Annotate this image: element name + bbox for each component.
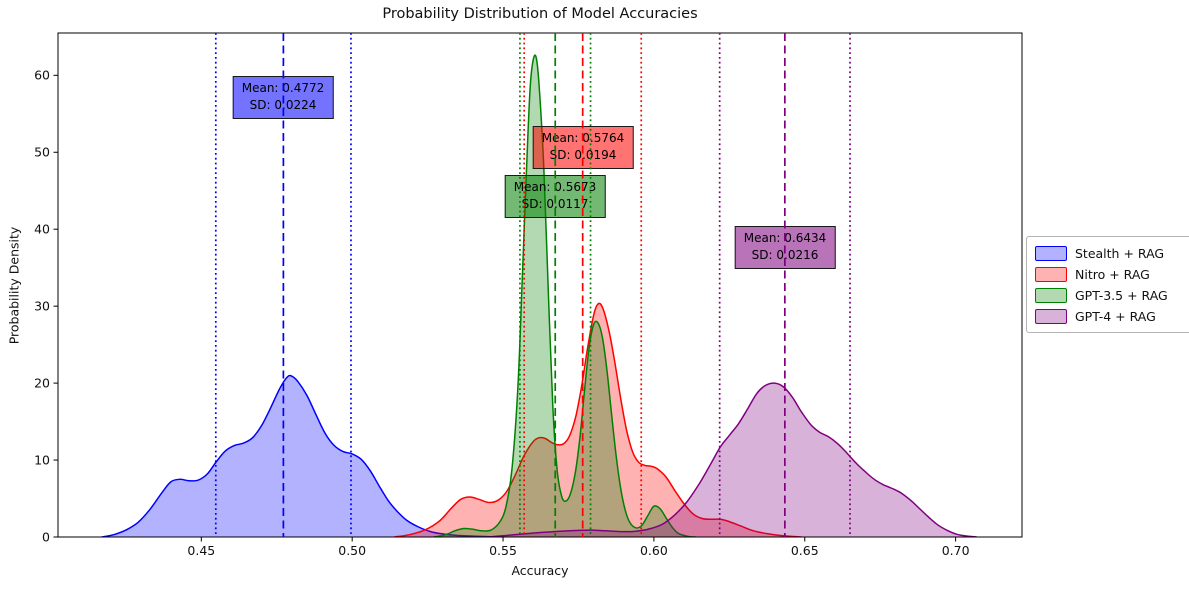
legend-label: GPT-4 + RAG [1075,309,1156,324]
x-tick-label: 0.70 [942,543,970,558]
kde-fill-3 [488,383,977,537]
annotation-nitro-rag: Mean: 0.5764 SD: 0.0194 [532,126,634,169]
x-tick-label: 0.55 [489,543,517,558]
y-tick-label: 30 [34,298,50,313]
x-tick-label: 0.45 [187,543,215,558]
legend-item-stealth-rag: Stealth + RAG [1035,246,1187,261]
kde-line-1 [394,302,802,537]
y-tick-label: 10 [34,452,50,467]
annotation-mean-text: Mean: 0.5764 [541,131,625,145]
y-tick-label: 60 [34,68,50,83]
legend: Stealth + RAG Nitro + RAG GPT-3.5 + RAG … [1026,236,1189,333]
legend-swatch-gpt4-icon [1035,309,1067,324]
legend-swatch-gpt35-icon [1035,288,1067,303]
axes: 0.45 0.50 0.55 0.60 0.65 0.70 0 10 20 30 40 50 60 [34,32,1023,558]
y-tick-label: 40 [34,222,50,237]
kde-fill-0 [101,375,497,537]
legend-swatch-nitro-icon [1035,267,1067,282]
annotation-gpt4-rag: Mean: 0.6434 SD: 0.0216 [734,226,836,269]
legend-item-nitro-rag: Nitro + RAG [1035,267,1187,282]
annotation-sd-text: SD: 0.0216 [751,248,819,263]
y-tick-label: 0 [42,529,50,544]
legend-label: Nitro + RAG [1075,267,1150,282]
annotation-sd-text: SD: 0.0194 [549,148,617,163]
legend-label: GPT-3.5 + RAG [1075,288,1168,303]
chart-title: Probability Distribution of Model Accura… [382,6,698,22]
x-tick-label: 0.65 [791,543,819,558]
annotation-mean-text: Mean: 0.4772 [241,81,325,95]
legend-item-gpt35-rag: GPT-3.5 + RAG [1035,288,1187,303]
y-axis-label: Probability Density [6,226,22,345]
annotation-sd-text: SD: 0.0224 [249,98,317,113]
annotation-gpt35-rag: Mean: 0.5673 SD: 0.0117 [504,175,606,218]
kde-fill-1 [394,303,802,537]
annotation-stealth-rag: Mean: 0.4772 SD: 0.0224 [232,76,334,119]
x-axis-label: Accuracy [511,563,569,578]
legend-swatch-stealth-icon [1035,246,1067,261]
legend-item-gpt4-rag: GPT-4 + RAG [1035,309,1187,324]
x-tick-label: 0.50 [338,543,366,558]
y-tick-label: 50 [34,145,50,160]
annotation-mean-text: Mean: 0.6434 [743,231,827,245]
annotation-mean-text: Mean: 0.5673 [513,180,597,194]
legend-label: Stealth + RAG [1075,246,1165,261]
x-tick-label: 0.60 [640,543,668,558]
annotation-sd-text: SD: 0.0117 [521,197,589,212]
kde-line-0 [101,374,498,537]
kde-line-3 [487,382,977,537]
y-tick-label: 20 [34,375,50,390]
